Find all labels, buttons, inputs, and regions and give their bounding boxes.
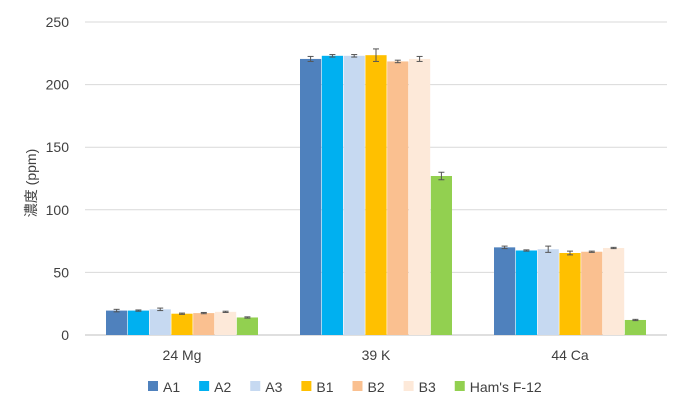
bar [387,61,409,336]
y-axis-ticks: 0 50 100 150 200 250 [46,14,70,343]
bar [215,311,237,335]
bar [343,55,365,335]
legend-swatch [403,381,414,391]
bar [430,175,452,335]
legend-label: A3 [265,379,282,395]
x-axis-categories: 24 Mg 39 K 44 Ca [163,347,589,363]
legend-label: B2 [368,379,385,395]
bar [300,58,322,336]
bar [149,309,171,335]
legend-swatch [454,381,465,391]
bar [236,317,258,335]
bars [106,48,646,336]
legend-label: B1 [316,379,333,395]
bar [624,319,646,335]
y-tick-label: 250 [46,14,70,30]
y-tick-label: 0 [61,327,69,343]
bar [193,313,215,335]
legend-label: A1 [163,379,180,395]
legend: A1 A2 A3 B1 B2 B3 Ham's F-12 [148,379,542,395]
x-category-label: 44 Ca [551,347,589,363]
legend-swatch [199,381,210,391]
legend-label: B3 [419,379,436,395]
bar [409,58,431,336]
y-tick-label: 150 [46,139,70,155]
x-category-label: 39 K [362,347,391,363]
bar [494,247,516,335]
y-tick-label: 50 [53,264,69,280]
bar [603,247,625,335]
legend-swatch [352,381,363,391]
legend-label: Ham's F-12 [470,379,542,395]
bar [515,250,537,335]
legend-swatch [250,381,261,391]
bar [559,252,581,335]
bar [537,249,559,335]
bar [106,310,128,335]
bar [127,310,149,335]
bar [581,251,603,335]
x-category-label: 24 Mg [163,347,202,363]
y-axis-label: 濃度 (ppm) [23,149,39,217]
legend-label: A2 [214,379,231,395]
y-tick-label: 200 [46,77,70,93]
bar [321,55,343,335]
bar [171,313,193,335]
y-tick-label: 100 [46,202,70,218]
legend-swatch [301,381,312,391]
legend-swatch [148,381,158,391]
bar [365,55,387,335]
